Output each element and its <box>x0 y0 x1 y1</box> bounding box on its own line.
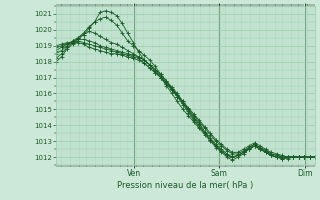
X-axis label: Pression niveau de la mer( hPa ): Pression niveau de la mer( hPa ) <box>117 181 254 190</box>
